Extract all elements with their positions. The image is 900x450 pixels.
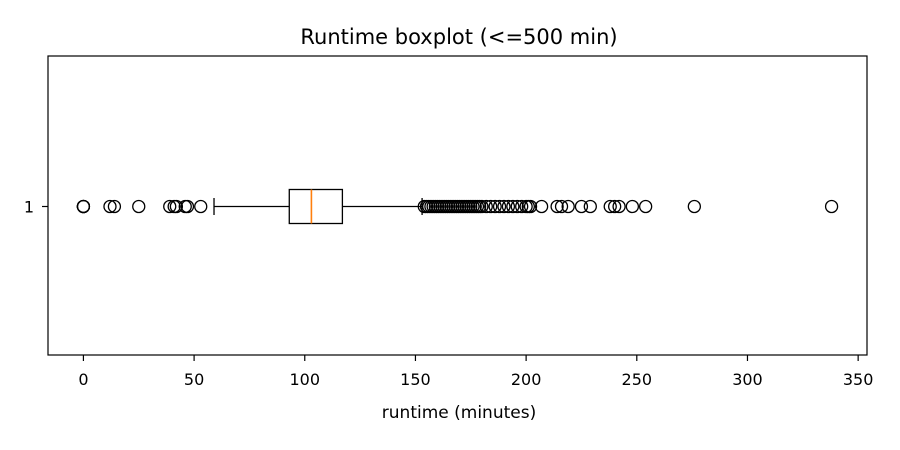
x-tick-label: 350 — [843, 370, 874, 389]
flier-point — [169, 199, 184, 214]
flier-point — [583, 199, 597, 214]
x-tick-label: 250 — [622, 370, 653, 389]
flier-point — [638, 199, 653, 214]
flier-point — [554, 199, 569, 214]
y-axis-ticks: 1 — [24, 198, 48, 217]
flier-point — [488, 199, 502, 214]
flier-point — [550, 199, 564, 214]
flier-point — [492, 199, 507, 214]
y-tick-label: 1 — [24, 198, 34, 217]
flier-point — [625, 199, 640, 214]
x-axis-ticks: 0 50 100 150 200 250 300 350 — [78, 355, 873, 389]
flier-point — [523, 199, 538, 214]
x-tick-label: 150 — [400, 370, 431, 389]
x-tick-label: 300 — [732, 370, 763, 389]
flier-point — [506, 199, 520, 214]
flier-point — [103, 199, 117, 214]
flier-point — [194, 199, 208, 214]
flier-point — [534, 199, 549, 214]
x-tick-label: 200 — [511, 370, 542, 389]
box-group — [213, 188, 423, 225]
flier-point — [475, 199, 489, 214]
flier-point — [163, 199, 177, 214]
flier-point — [484, 199, 498, 214]
flier-point — [612, 199, 626, 214]
flier-point — [76, 199, 91, 214]
flier-point — [687, 199, 701, 214]
x-axis-label: runtime (minutes) — [382, 403, 536, 423]
x-tick-label: 0 — [78, 370, 88, 389]
flier-point — [824, 199, 839, 214]
flier-point — [608, 199, 622, 214]
iqr-box — [288, 188, 344, 225]
flier-point — [132, 199, 146, 214]
flier-point — [497, 199, 511, 214]
flier-point — [510, 199, 524, 214]
x-tick-label: 100 — [289, 370, 320, 389]
chart-title: Runtime boxplot (<=500 min) — [300, 25, 617, 49]
flier-point — [574, 199, 589, 214]
flier-point — [479, 199, 493, 214]
flier-point — [561, 199, 575, 214]
flier-point — [515, 199, 529, 214]
flier-point — [107, 199, 122, 214]
flier-point — [501, 199, 516, 214]
x-tick-label: 50 — [184, 370, 204, 389]
flier-point — [180, 199, 195, 214]
flier-group — [76, 199, 839, 214]
flier-point — [603, 199, 617, 214]
plot-area-frame — [47, 55, 868, 356]
